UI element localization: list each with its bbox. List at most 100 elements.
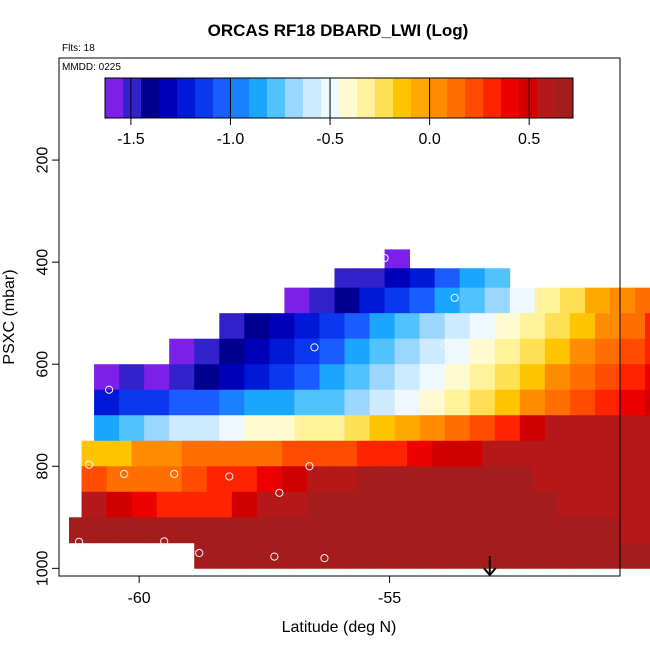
colorbar-swatch: [411, 78, 430, 118]
heatmap-cell: [519, 415, 546, 442]
heatmap-cell: [219, 364, 245, 391]
heatmap-cell: [144, 389, 170, 416]
heatmap-cell: [384, 287, 411, 314]
heatmap-cell: [645, 542, 650, 569]
heatmap-cell: [369, 389, 395, 416]
heatmap-cell: [156, 440, 183, 467]
colorbar-swatch: [483, 78, 502, 118]
heatmap-cell: [244, 389, 270, 416]
heatmap-cell: [594, 364, 621, 391]
heatmap-cell: [219, 415, 245, 442]
heatmap-cell: [459, 287, 486, 314]
colorbar-swatch: [537, 78, 556, 118]
colorbar-swatch: [213, 78, 232, 118]
colorbar-swatch: [123, 78, 142, 118]
heatmap-cell: [645, 313, 650, 340]
heatmap-cell: [557, 466, 583, 493]
y-tick-label: 200: [35, 147, 52, 174]
y-axis-label: PSXC (mbar): [1, 269, 18, 364]
colorbar-swatch: [249, 78, 268, 118]
heatmap-cell: [469, 313, 496, 340]
heatmap-cell: [294, 415, 320, 442]
heatmap-cell: [294, 364, 320, 391]
heatmap-cell: [269, 517, 295, 544]
heatmap-cell: [331, 466, 358, 493]
heatmap-cell: [106, 491, 133, 518]
heatmap-cell: [620, 517, 646, 544]
heatmap-cell: [620, 415, 646, 442]
heatmap-cell: [119, 415, 145, 442]
heatmap-cell: [81, 491, 107, 518]
heatmap-cell: [181, 491, 208, 518]
heatmap-cell: [131, 440, 158, 467]
heatmap-cell: [419, 517, 446, 544]
heatmap-cell: [569, 542, 596, 569]
heatmap-cell: [584, 287, 611, 314]
heatmap-cell: [594, 338, 621, 365]
heatmap-cell: [544, 364, 571, 391]
heatmap-cell: [206, 491, 233, 518]
heatmap-cell: [194, 415, 220, 442]
heatmap-cell: [319, 389, 345, 416]
sample-point: [84, 460, 94, 469]
heatmap-cell: [394, 338, 421, 365]
heatmap-cell: [544, 389, 571, 416]
heatmap-cell: [432, 466, 458, 493]
heatmap-cell: [94, 389, 120, 416]
heatmap-cell: [334, 287, 360, 314]
sample-point: [120, 469, 129, 479]
heatmap-cell: [344, 415, 370, 442]
heatmap-cell: [359, 287, 385, 314]
colorbar-swatch: [267, 78, 286, 118]
date-note: MMDD: 0225: [62, 62, 121, 73]
heatmap-cell: [169, 338, 195, 365]
heatmap-cell: [409, 287, 436, 314]
heatmap-cell: [256, 440, 283, 467]
heatmap-cell: [494, 517, 521, 544]
heatmap-cell: [306, 440, 333, 467]
heatmap-cell: [444, 415, 471, 442]
heatmap-cell: [582, 440, 608, 467]
heatmap-cell: [544, 415, 571, 442]
heatmap-cell: [620, 313, 646, 340]
heatmap-cell: [469, 389, 496, 416]
heatmap-cell: [81, 440, 107, 467]
colorbar-tick-label: -1.0: [217, 131, 245, 148]
heatmap-cell: [357, 440, 383, 467]
heatmap-cell: [284, 287, 310, 314]
y-tick-label: 400: [35, 249, 52, 276]
heatmap-cell: [544, 542, 571, 569]
heatmap-cell: [119, 389, 145, 416]
heatmap-cell: [482, 491, 508, 518]
heatmap-cell: [94, 415, 120, 442]
colorbar-tick-label: -0.5: [316, 131, 344, 148]
heatmap-cell: [594, 313, 621, 340]
heatmap-cell: [469, 338, 496, 365]
heatmap-cell: [494, 389, 521, 416]
heatmap-cell: [582, 491, 608, 518]
heatmap-cell: [194, 517, 220, 544]
heatmap-cell: [594, 415, 621, 442]
heatmap-cell: [544, 517, 571, 544]
heatmap-cell: [532, 440, 558, 467]
heatmap-cell: [569, 517, 596, 544]
heatmap-cell: [594, 542, 621, 569]
heatmap-cell: [645, 364, 650, 391]
x-axis: -60 -55: [128, 576, 401, 607]
heatmap-cell: [407, 440, 433, 467]
heatmap-cell: [319, 313, 345, 340]
heatmap-cell: [144, 364, 170, 391]
heatmap-cell: [219, 542, 245, 569]
sample-point: [74, 537, 84, 546]
heatmap-cell: [331, 440, 358, 467]
heatmap-cell: [419, 313, 446, 340]
heatmap-cell: [219, 313, 245, 340]
colorbar-swatch: [501, 78, 520, 118]
heatmap-cell: [344, 517, 370, 544]
heatmap-cell: [419, 338, 446, 365]
heatmap-cell: [444, 338, 471, 365]
heatmap-cell: [534, 287, 561, 314]
heatmap-cell: [256, 491, 283, 518]
heatmap-cell: [444, 389, 471, 416]
heatmap-cell: [569, 415, 596, 442]
